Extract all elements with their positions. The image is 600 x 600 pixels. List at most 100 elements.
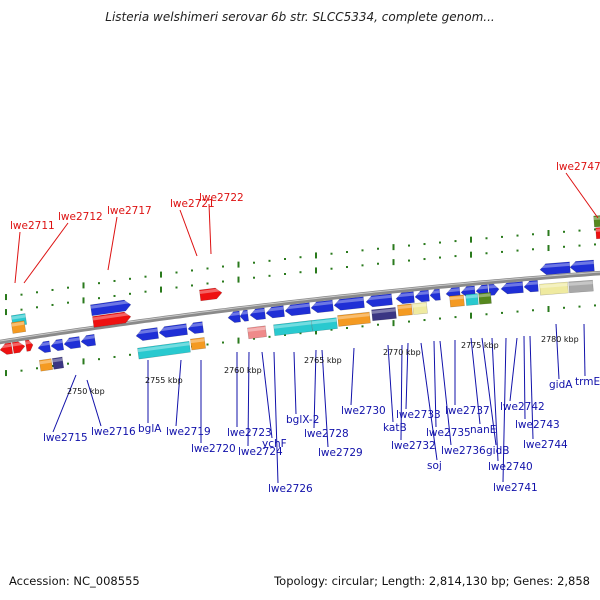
- gene-feature-9: [50, 338, 65, 351]
- gene-shape: [38, 358, 54, 372]
- gene-shine: [397, 304, 412, 310]
- gene-label-bottom-18[interactable]: lwe2736: [441, 445, 486, 457]
- gene-label-bottom-12[interactable]: lwe2730: [341, 405, 386, 417]
- gene-label-bottom-9[interactable]: bglX-2: [286, 414, 319, 426]
- gene-shape: [190, 337, 206, 351]
- gene-feature-18: [190, 337, 206, 351]
- gene-feature-6: [92, 311, 132, 328]
- accession-text: Accession: NC_008555: [9, 574, 140, 588]
- gene-label-bottom-17[interactable]: lwe2735: [426, 427, 471, 439]
- gene-label-top-5[interactable]: lwe2747: [556, 161, 600, 173]
- gene-shape: [135, 327, 159, 341]
- scale-labels: 2750 kbp 2755 kbp 2760 kbp 2765 kbp 2770 kbp…: [67, 335, 579, 396]
- gene-shape: [365, 293, 393, 308]
- gene-feature-10: [63, 336, 81, 350]
- gene-feature-22: [265, 305, 285, 319]
- leader-line-bottom-27: [555, 323, 560, 380]
- gene-label-bottom-15[interactable]: lwe2733: [396, 409, 441, 421]
- gene-label-bottom-4[interactable]: lwe2720: [191, 443, 236, 455]
- gene-label-top-2[interactable]: lwe2717: [107, 205, 152, 217]
- gene-shine: [265, 306, 284, 312]
- leader-line-bottom-18: [439, 340, 452, 446]
- gene-label-bottom-16[interactable]: soj: [427, 460, 442, 472]
- gene-shape: [539, 261, 571, 275]
- gene-label-bottom-3[interactable]: lwe2719: [166, 426, 211, 438]
- gene-shape: [311, 317, 338, 332]
- gene-shape: [158, 323, 188, 338]
- gene-label-bottom-24[interactable]: lwe2742: [500, 401, 545, 413]
- gene-feature-35: [523, 280, 539, 293]
- gene-label-bottom-6[interactable]: lwe2724: [238, 446, 283, 458]
- gene-shine: [25, 340, 33, 345]
- gene-label-bottom-5[interactable]: lwe2723: [227, 427, 272, 439]
- gene-shine: [249, 308, 265, 314]
- gene-shape: [37, 340, 52, 353]
- gene-label-bottom-28[interactable]: trmE: [575, 376, 600, 388]
- gene-feature-38: [247, 325, 267, 340]
- gene-feature-13: [51, 356, 65, 370]
- gene-label-bottom-7[interactable]: ychF: [262, 438, 287, 450]
- gene-shape: [11, 341, 26, 354]
- gene-feature-17: [137, 340, 191, 360]
- leader-line-bottom-13: [387, 344, 394, 423]
- gene-feature-44: [412, 302, 428, 315]
- gene-feature-2: [0, 342, 14, 355]
- gene-label-bottom-8[interactable]: lwe2726: [268, 483, 313, 495]
- gene-label-bottom-14[interactable]: lwe2732: [391, 440, 436, 452]
- gene-label-bottom-0[interactable]: lwe2715: [43, 432, 88, 444]
- gene-label-top-1[interactable]: lwe2712: [58, 211, 103, 223]
- gene-label-bottom-19[interactable]: lwe2737: [445, 405, 490, 417]
- gene-shape: [284, 302, 311, 317]
- gene-shine: [311, 318, 337, 325]
- gene-shape: [51, 356, 65, 370]
- gene-feature-8: [37, 340, 52, 353]
- gene-shape: [24, 339, 34, 352]
- scale-label-6: 2780 kbp: [541, 335, 579, 344]
- leader-line-bottom-20: [470, 337, 481, 425]
- gene-label-bottom-21[interactable]: gidB: [486, 445, 509, 457]
- map-title: Listeria welshimeri serovar 6b str. SLCC…: [105, 10, 495, 24]
- gene-shine: [227, 311, 240, 317]
- gene-label-bottom-20[interactable]: nanE: [470, 424, 496, 436]
- gene-shape: [187, 321, 204, 334]
- gene-label-bottom-22[interactable]: lwe2740: [488, 461, 533, 473]
- gene-shape: [310, 299, 334, 314]
- gene-shape: [397, 303, 413, 317]
- gene-shine: [50, 339, 63, 345]
- gene-shape: [63, 336, 81, 350]
- gene-feature-43: [397, 303, 413, 317]
- leader-line-top-0: [14, 231, 21, 284]
- gene-shine: [449, 295, 464, 301]
- gene-feature-23: [284, 302, 311, 317]
- gene-label-bottom-25[interactable]: lwe2743: [515, 419, 560, 431]
- gene-label-bottom-2[interactable]: bglA: [138, 423, 162, 435]
- leader-line-bottom-24: [509, 337, 518, 402]
- leader-line-top-5: [565, 172, 599, 219]
- leader-line-bottom-21: [481, 337, 497, 446]
- gene-shape: [593, 215, 600, 228]
- gene-label-bottom-13[interactable]: katB: [383, 422, 407, 434]
- gene-shape: [539, 281, 569, 296]
- gene-label-bottom-10[interactable]: lwe2728: [304, 428, 349, 440]
- gene-shine: [187, 322, 203, 328]
- scale-label-5: 2775 kbp: [461, 341, 499, 350]
- scale-label-3: 2765 kbp: [304, 356, 342, 365]
- scale-label-4: 2770 kbp: [383, 348, 421, 357]
- gene-label-top-0[interactable]: lwe2711: [10, 220, 55, 232]
- gene-feature-42: [371, 307, 397, 322]
- gene-label-bottom-23[interactable]: lwe2741: [493, 482, 538, 494]
- gene-shape: [137, 340, 191, 360]
- gene-label-bottom-11[interactable]: lwe2729: [318, 447, 363, 459]
- gene-label-bottom-1[interactable]: lwe2716: [91, 426, 136, 438]
- scale-label-1: 2755 kbp: [145, 376, 183, 385]
- gene-shape: [80, 334, 96, 347]
- gene-label-bottom-27[interactable]: gidA: [549, 379, 573, 391]
- gene-shape: [92, 311, 132, 328]
- gene-label-top-4[interactable]: lwe2722: [199, 192, 244, 204]
- gene-shine: [284, 303, 310, 310]
- gene-label-top-3[interactable]: lwe2721: [170, 198, 215, 210]
- gene-feature-26: [365, 293, 393, 308]
- scale-label-0: 2750 kbp: [67, 387, 105, 396]
- gene-label-bottom-26[interactable]: lwe2744: [523, 439, 568, 451]
